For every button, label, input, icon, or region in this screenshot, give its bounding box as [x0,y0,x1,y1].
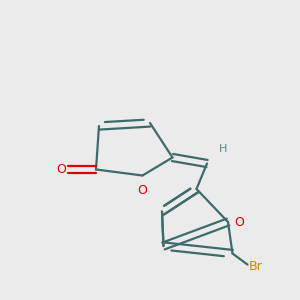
Text: O: O [234,215,244,229]
Text: O: O [138,184,147,197]
Text: Br: Br [249,260,263,273]
Text: O: O [56,163,66,176]
Text: H: H [219,145,227,154]
